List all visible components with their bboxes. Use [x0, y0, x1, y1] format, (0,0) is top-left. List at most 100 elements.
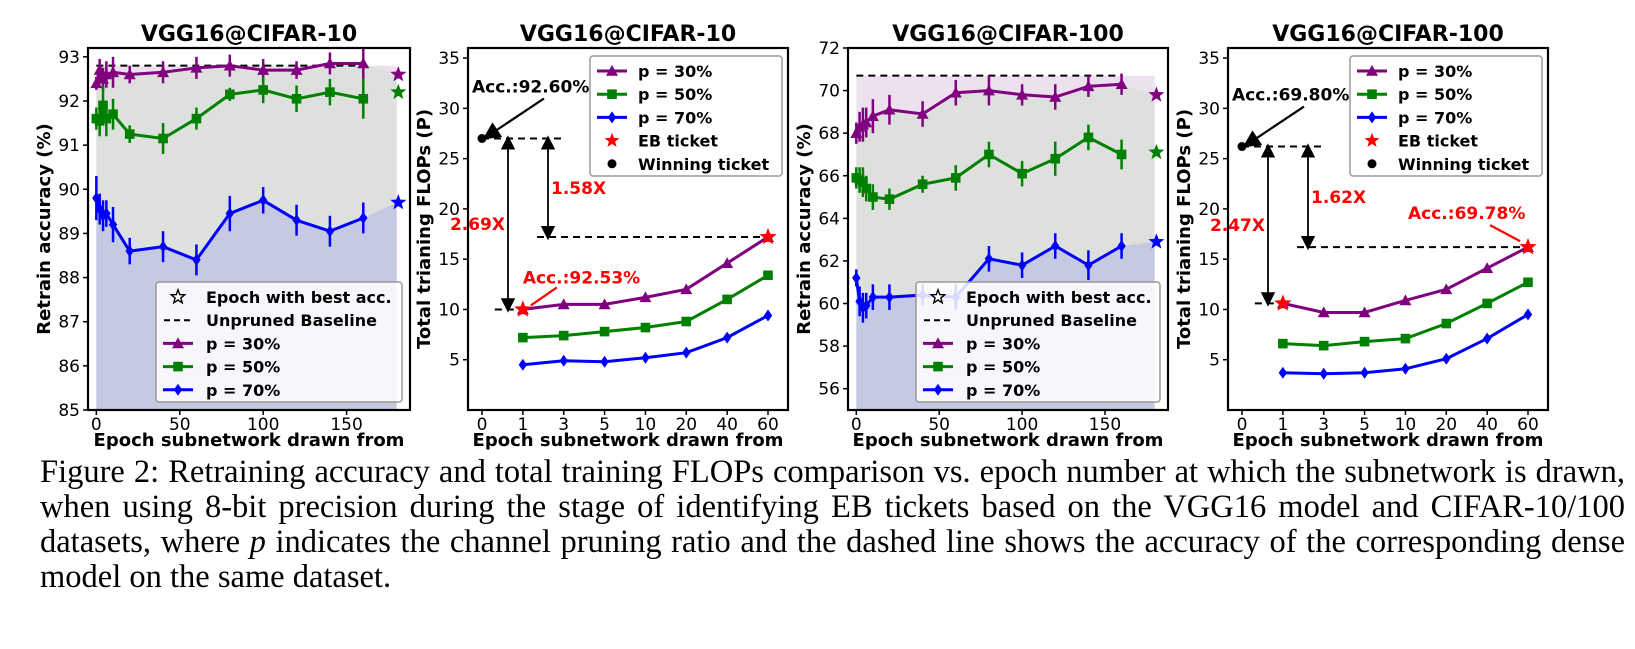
data-point-p50	[984, 149, 994, 160]
best-acc-star-p50	[390, 83, 407, 99]
eb-acc-arrow	[1489, 224, 1521, 243]
data-point-p70	[258, 194, 268, 207]
y-tick-label: 89	[58, 224, 80, 244]
data-point-p30	[949, 86, 962, 98]
data-point-p70	[1017, 259, 1027, 272]
data-point-p30	[680, 283, 693, 295]
data-point-p70	[559, 354, 568, 367]
x-tick-label: 1	[517, 415, 528, 435]
y-axis-label: Retrain accuracy (%)	[34, 123, 55, 334]
data-point-p30	[290, 64, 303, 75]
data-point-p70	[1278, 366, 1288, 379]
x-tick-label: 40	[1476, 415, 1498, 435]
legend-box	[915, 281, 1161, 403]
y-tick-label: 86	[58, 357, 80, 377]
y-tick-label: 35	[1198, 49, 1220, 69]
data-point-p30	[1049, 90, 1062, 102]
caption-label: Figure 2:	[40, 454, 160, 490]
legend-label: p = 50%	[638, 85, 712, 104]
legend-label: p = 70%	[966, 381, 1040, 400]
data-point-p70	[1442, 352, 1451, 365]
data-point-p30	[1481, 262, 1494, 274]
best-acc-star-p70	[390, 194, 407, 210]
band-p50	[96, 63, 397, 139]
y-tick-label: 64	[818, 209, 840, 229]
y-tick-label: 25	[1198, 150, 1220, 170]
caption-symbol: p	[249, 524, 266, 560]
x-tick-label: 1	[1277, 415, 1288, 435]
data-point-p50	[1318, 340, 1329, 351]
y-tick-label: 60	[818, 295, 840, 315]
legend-marker-eb	[604, 132, 620, 147]
data-point-p70	[1523, 308, 1533, 321]
data-point-p70	[885, 291, 894, 304]
accuracy-panel-0: 0 50 100 150 85 86 87 88 89 90 91 92 93 VGG16@CIFAR-1…	[34, 22, 412, 451]
data-point-p70	[98, 209, 108, 222]
eb-ticket-star	[1519, 238, 1537, 255]
data-point-p30	[639, 291, 652, 303]
x-tick-label: 60	[1517, 415, 1539, 435]
panel-title: VGG16@CIFAR-10	[520, 22, 736, 47]
legend-label: Unpruned Baseline	[206, 311, 377, 330]
data-point-p70	[1401, 362, 1410, 375]
data-point-p30	[557, 298, 570, 310]
y-axis-label: Total trianing FLOPs (P)	[1174, 109, 1195, 349]
legend-marker	[169, 287, 187, 305]
data-point-p70	[158, 240, 168, 253]
data-point-p30	[1358, 306, 1371, 318]
y-axis-label: Total trianing FLOPs (P)	[414, 109, 435, 349]
winning-acc-label: Acc.:92.60%	[472, 78, 589, 98]
eb-acc-label: Acc.:92.53%	[523, 268, 640, 288]
legend-marker-p30	[932, 337, 944, 349]
caption-text-2: indicates the channel pruning ratio and …	[40, 524, 1625, 595]
panel-title: VGG16@CIFAR-100	[892, 22, 1124, 47]
best-acc-star-p30	[390, 66, 407, 82]
best-acc-star-p50	[1148, 143, 1165, 160]
data-point-p30	[1317, 306, 1330, 318]
data-point-p30	[1399, 294, 1412, 306]
data-point-p50	[124, 129, 135, 139]
eb-acc-arrow	[530, 286, 558, 307]
band-p50	[856, 84, 1155, 200]
y-tick-label: 25	[438, 150, 460, 170]
band-p50-lower	[96, 89, 397, 260]
figure-panels: 0 50 100 150858687888990919293VGG16@CIFAR-1…	[34, 22, 1550, 451]
data-point-p70	[862, 299, 871, 312]
legend-marker-p70	[607, 111, 617, 124]
winning-acc-label: Acc.:69.80%	[1232, 86, 1349, 106]
x-tick-label: 5	[1359, 415, 1370, 435]
legend-box	[1349, 55, 1543, 177]
data-point-p30	[257, 64, 270, 75]
legend-label: p = 70%	[1398, 108, 1472, 127]
legend-marker-p30	[606, 65, 618, 76]
x-tick-label: 50	[928, 415, 950, 435]
legend-marker-eb	[1364, 132, 1380, 147]
y-tick-label: 58	[818, 337, 840, 357]
x-tick-label: 0	[851, 415, 862, 435]
data-point-p50	[640, 322, 651, 333]
legend-marker-p70	[933, 383, 943, 396]
data-point-p30	[1082, 80, 1095, 92]
data-point-p50	[868, 192, 878, 202]
data-point-p30	[598, 298, 611, 310]
legend-box	[589, 55, 783, 177]
winning-acc-arrow	[1242, 105, 1305, 148]
legend-box	[155, 281, 403, 403]
data-point-p50	[98, 100, 108, 111]
data-point-p30	[157, 66, 170, 78]
panel-title: VGG16@CIFAR-10	[141, 22, 357, 47]
x-tick-label: 150	[330, 415, 362, 435]
data-point-p50	[518, 332, 528, 343]
data-point-p70	[1360, 366, 1369, 379]
data-point-p70	[600, 355, 609, 368]
data-point-p30	[323, 57, 336, 69]
data-point-p50	[191, 113, 202, 124]
y-tick-label: 10	[438, 300, 460, 320]
data-point-p30	[1115, 78, 1128, 89]
data-point-p50	[158, 133, 168, 144]
data-point-p50	[1523, 277, 1533, 288]
data-point-p50	[1083, 132, 1094, 143]
y-tick-label: 15	[438, 250, 460, 270]
data-point-p50	[763, 270, 773, 281]
y-axis-label: Retrain accuracy (%)	[794, 123, 815, 334]
